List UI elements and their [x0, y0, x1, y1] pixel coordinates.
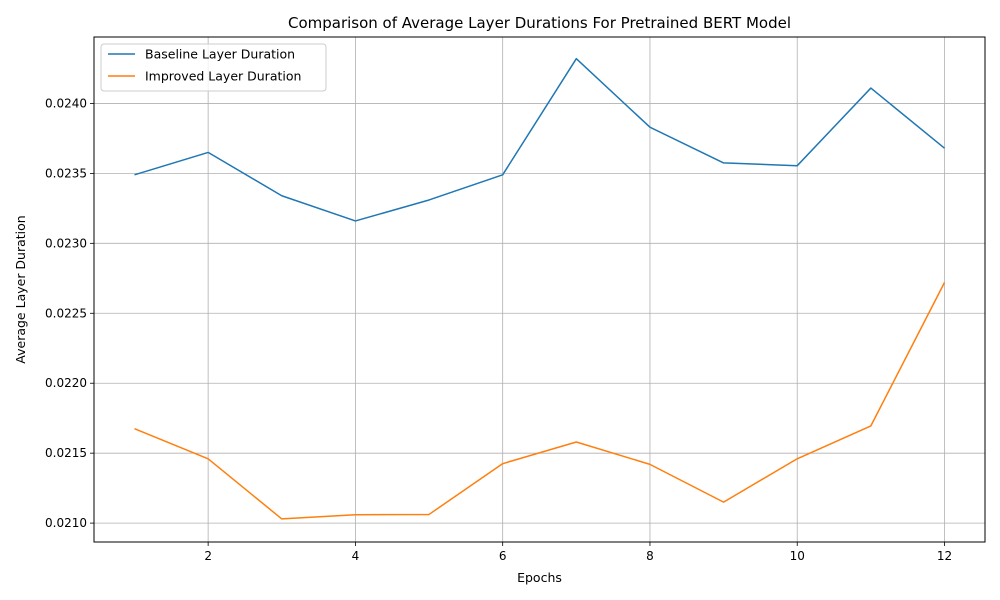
data-point-baseline	[723, 162, 725, 164]
legend: Baseline Layer Duration Improved Layer D…	[100, 43, 327, 92]
data-point-baseline	[870, 87, 872, 89]
data-point-improved	[134, 428, 136, 430]
y-tick-label: 0.0220	[45, 376, 87, 390]
x-tick-label: 2	[204, 549, 212, 563]
data-point-baseline	[944, 147, 946, 149]
data-point-baseline	[354, 220, 356, 222]
data-point-improved	[944, 282, 946, 284]
y-axis-label: Average Layer Duration	[13, 215, 28, 363]
x-tick-label: 8	[646, 549, 654, 563]
x-tick-label: 12	[937, 549, 952, 563]
legend-label-baseline: Baseline Layer Duration	[145, 47, 295, 62]
data-point-baseline	[428, 199, 430, 201]
x-tick-label: 6	[499, 549, 507, 563]
data-point-baseline	[207, 151, 209, 153]
data-point-baseline	[575, 58, 577, 60]
data-point-improved	[354, 514, 356, 516]
data-point-baseline	[502, 174, 504, 176]
data-point-improved	[428, 513, 430, 515]
legend-box	[100, 43, 327, 92]
x-tick-label: 10	[790, 549, 805, 563]
data-point-improved	[207, 458, 209, 460]
y-tick-label: 0.0240	[45, 96, 87, 110]
y-axis-ticks: 0.0210 0.0215 0.0220 0.0225 0.0230 0.0235 0.02…	[45, 96, 94, 530]
legend-label-improved: Improved Layer Duration	[145, 69, 301, 84]
y-tick-label: 0.0215	[45, 446, 87, 460]
series-line-improved	[134, 282, 946, 520]
x-axis-ticks: 2 4 6 8 10 12	[204, 542, 952, 563]
series-lines	[134, 57, 946, 520]
plot-frame	[93, 36, 986, 543]
grid	[94, 37, 985, 542]
data-point-baseline	[134, 174, 136, 176]
data-point-improved	[281, 518, 283, 520]
data-point-baseline	[649, 126, 651, 128]
y-tick-label: 0.0230	[45, 236, 87, 250]
data-point-improved	[575, 441, 577, 443]
chart-title: Comparison of Average Layer Durations Fo…	[288, 14, 791, 32]
series-line-baseline	[134, 57, 945, 222]
data-point-improved	[870, 425, 872, 427]
y-tick-label: 0.0210	[45, 516, 87, 530]
x-axis-label: Epochs	[517, 570, 562, 585]
data-point-improved	[502, 463, 504, 465]
data-point-baseline	[281, 195, 283, 197]
y-tick-label: 0.0235	[45, 166, 87, 180]
data-point-improved	[796, 458, 798, 460]
y-tick-label: 0.0225	[45, 306, 87, 320]
data-point-baseline	[796, 165, 798, 167]
data-point-improved	[723, 501, 725, 503]
x-tick-label: 4	[352, 549, 360, 563]
data-point-improved	[649, 463, 651, 465]
